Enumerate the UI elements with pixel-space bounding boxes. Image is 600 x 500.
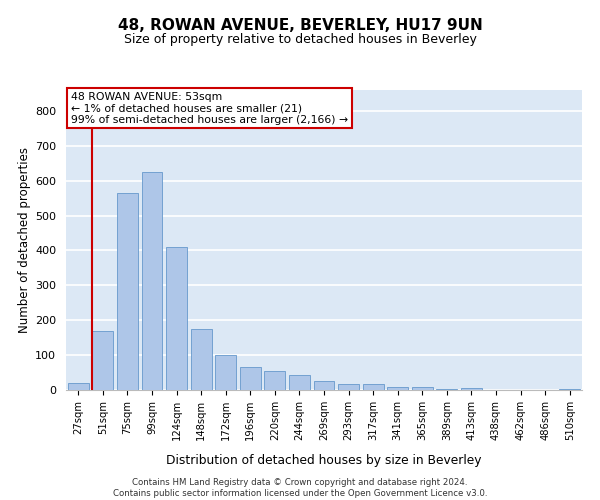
Bar <box>338 384 359 390</box>
Bar <box>166 247 187 390</box>
Bar <box>240 368 261 390</box>
Bar <box>362 384 383 390</box>
Bar <box>215 355 236 390</box>
Bar <box>314 382 334 390</box>
Bar <box>68 382 89 390</box>
Text: Size of property relative to detached houses in Beverley: Size of property relative to detached ho… <box>124 32 476 46</box>
Text: 48, ROWAN AVENUE, BEVERLEY, HU17 9UN: 48, ROWAN AVENUE, BEVERLEY, HU17 9UN <box>118 18 482 32</box>
Text: Contains HM Land Registry data © Crown copyright and database right 2024.
Contai: Contains HM Land Registry data © Crown c… <box>113 478 487 498</box>
Y-axis label: Number of detached properties: Number of detached properties <box>18 147 31 333</box>
X-axis label: Distribution of detached houses by size in Beverley: Distribution of detached houses by size … <box>166 454 482 467</box>
Bar <box>265 371 286 390</box>
Bar <box>92 330 113 390</box>
Bar <box>191 329 212 390</box>
Text: 48 ROWAN AVENUE: 53sqm
← 1% of detached houses are smaller (21)
99% of semi-deta: 48 ROWAN AVENUE: 53sqm ← 1% of detached … <box>71 92 348 124</box>
Bar <box>461 388 482 390</box>
Bar <box>117 193 138 390</box>
Bar <box>559 388 580 390</box>
Bar <box>387 387 408 390</box>
Bar <box>412 387 433 390</box>
Bar <box>289 375 310 390</box>
Bar <box>142 172 163 390</box>
